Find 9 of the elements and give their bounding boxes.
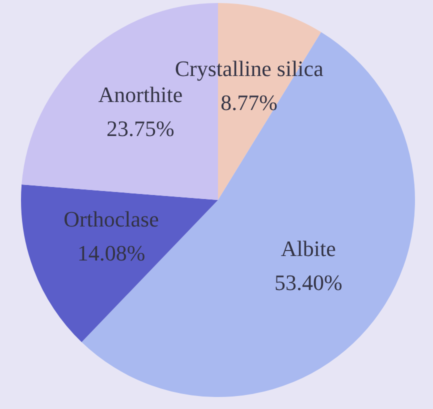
data-label: 53.40% (274, 270, 342, 295)
data-label: 23.75% (106, 116, 174, 142)
data-label: 8.77% (220, 90, 278, 116)
slice-label: Crystalline silica (174, 56, 324, 82)
slice-label: Orthoclase (64, 206, 159, 232)
slice-label: Albite (280, 236, 336, 261)
data-label: 14.08% (77, 240, 146, 266)
slice-label: Anorthite (98, 82, 183, 108)
pie-slice (21, 184, 218, 342)
